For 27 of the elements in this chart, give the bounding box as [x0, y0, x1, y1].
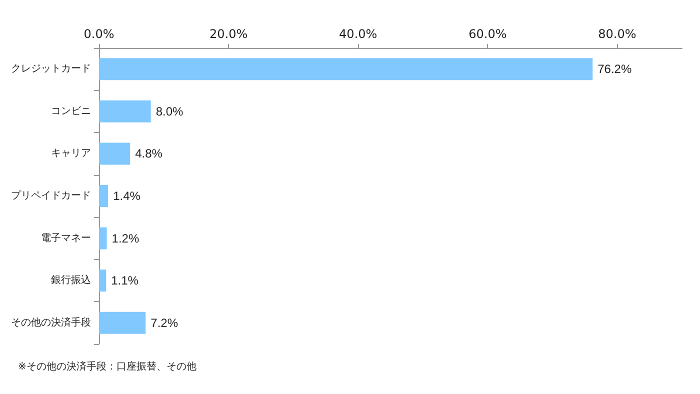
bar — [99, 227, 107, 250]
data-label: 1.1% — [111, 274, 139, 288]
x-tick-label: 20.0% — [209, 27, 248, 41]
text: ※その他の決済手段：口座振替、その他 — [18, 360, 196, 372]
bar — [99, 270, 106, 292]
y-tick-label: プリペイドカード — [11, 190, 91, 202]
bar — [99, 185, 108, 207]
x-tick-label: 60.0% — [468, 27, 507, 41]
y-tick-label: キャリア — [51, 148, 91, 160]
y-tick-label: コンビニ — [51, 106, 91, 117]
bar — [99, 100, 151, 122]
y-tick-label: クレジットカード — [11, 64, 91, 75]
bar — [99, 58, 593, 80]
data-label: 4.8% — [135, 146, 163, 161]
y-tick-label: その他の決済手段 — [11, 316, 91, 328]
bar — [99, 312, 146, 334]
x-tick-label: 0.0% — [84, 27, 114, 41]
data-label: 1.4% — [113, 189, 141, 203]
bar — [99, 142, 130, 165]
data-label: 1.2% — [112, 231, 140, 246]
x-tick-label: 40.0% — [339, 27, 378, 41]
data-label: 76.2% — [598, 62, 632, 76]
data-label: 7.2% — [150, 316, 178, 330]
data-label: 8.0% — [156, 104, 184, 118]
x-tick-label: 80.0% — [598, 27, 636, 41]
y-tick-label: 銀行振込 — [51, 274, 91, 286]
y-tick-label: 電子マネー — [41, 232, 91, 244]
